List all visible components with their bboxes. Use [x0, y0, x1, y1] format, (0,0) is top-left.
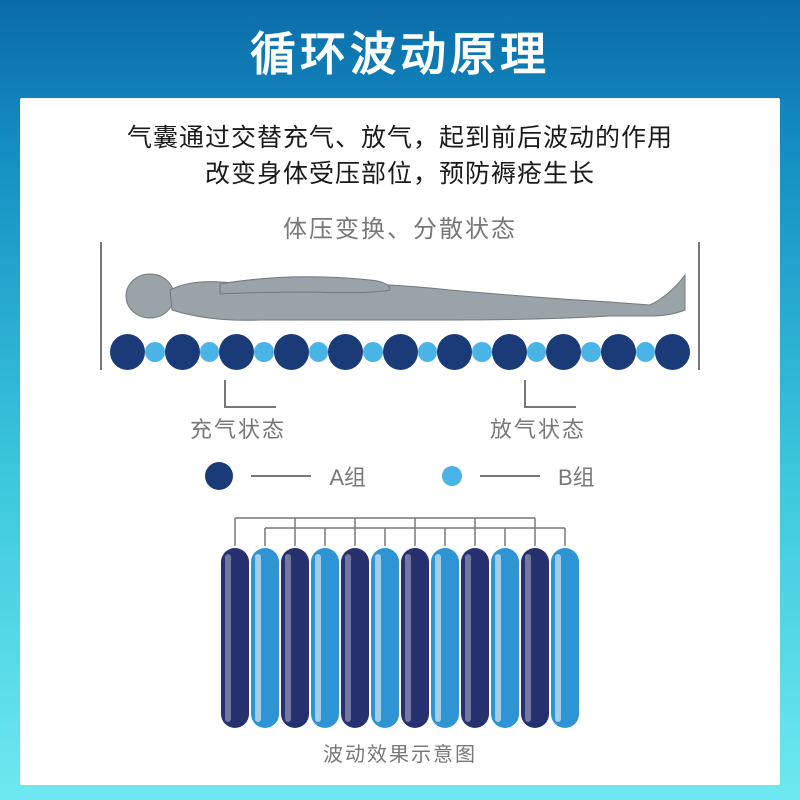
dot-deflated: [309, 342, 328, 362]
dot-inflated: [437, 334, 472, 370]
tube: [461, 548, 489, 728]
alternating-dots: [110, 334, 690, 370]
dot-deflated: [527, 342, 546, 362]
tubes-caption: 波动效果示意图: [323, 738, 477, 767]
dot-inflated: [601, 334, 636, 370]
state-inflated: 充气状态: [190, 412, 286, 444]
desc-line-1: 气囊通过交替充气、放气，起到前后波动的作用: [127, 120, 673, 156]
dot-deflated: [254, 342, 273, 362]
dot-deflated: [200, 342, 219, 362]
legend-dot-b: [442, 466, 462, 486]
section-label: 体压变换、分散状态: [273, 209, 527, 244]
tube: [491, 548, 519, 728]
content-card: 气囊通过交替充气、放气，起到前后波动的作用 改变身体受压部位，预防褥疮生长 体压…: [20, 98, 780, 785]
tube: [521, 548, 549, 728]
body-silhouette: [110, 250, 690, 330]
state-labels-row: 充气状态 放气状态: [100, 380, 700, 444]
tube: [401, 548, 429, 728]
tube: [431, 548, 459, 728]
tube: [251, 548, 279, 728]
state-deflated: 放气状态: [490, 412, 586, 444]
dot-deflated: [418, 342, 437, 362]
tube-connectors: [221, 512, 579, 548]
dot-deflated: [581, 342, 600, 362]
tubes-row: [221, 548, 579, 728]
dot-deflated: [363, 342, 382, 362]
dot-inflated: [546, 334, 581, 370]
tubes-diagram: 波动效果示意图: [221, 512, 579, 767]
dot-inflated: [492, 334, 527, 370]
legend-dot-a: [205, 462, 233, 490]
dot-deflated: [145, 342, 164, 362]
dot-inflated: [110, 334, 145, 370]
legend: A组 B组: [205, 460, 594, 492]
dot-inflated: [328, 334, 363, 370]
dot-deflated: [472, 342, 491, 362]
tube: [341, 548, 369, 728]
tube: [221, 548, 249, 728]
page-title: 循环波动原理: [250, 0, 550, 98]
legend-label-a: A组: [329, 460, 366, 492]
tube: [281, 548, 309, 728]
tube: [371, 548, 399, 728]
tube: [551, 548, 579, 728]
tube: [311, 548, 339, 728]
dot-inflated: [274, 334, 309, 370]
dot-inflated: [655, 334, 690, 370]
section-label-row: 体压变换、分散状态: [100, 209, 700, 244]
desc-line-2: 改变身体受压部位，预防褥疮生长: [205, 156, 595, 192]
body-diagram: [100, 242, 700, 370]
dot-inflated: [219, 334, 254, 370]
dot-inflated: [383, 334, 418, 370]
dot-inflated: [165, 334, 200, 370]
legend-label-b: B组: [558, 460, 595, 492]
dot-deflated: [636, 342, 655, 362]
